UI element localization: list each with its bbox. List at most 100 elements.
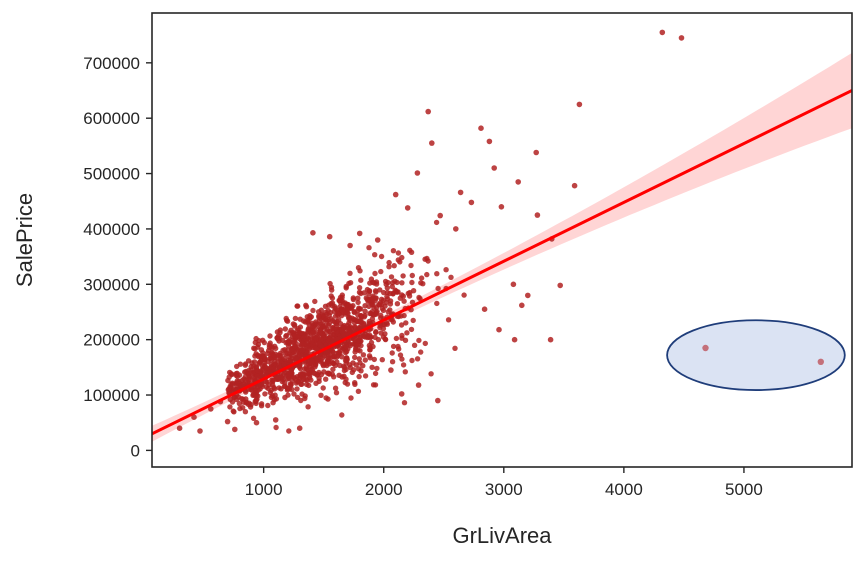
data-point	[370, 382, 377, 388]
y-tick-label: 700000	[83, 54, 140, 73]
data-point	[443, 267, 449, 273]
y-tick-label: 0	[131, 441, 140, 460]
data-point	[534, 212, 541, 218]
data-point	[379, 357, 385, 363]
data-point	[378, 296, 385, 302]
data-point	[337, 362, 343, 369]
data-point	[320, 323, 326, 329]
data-point	[424, 271, 430, 278]
data-point	[381, 289, 387, 296]
data-point	[352, 325, 358, 331]
y-tick-label: 600000	[83, 109, 140, 128]
data-point	[409, 279, 415, 286]
data-point	[329, 371, 335, 377]
data-point	[384, 285, 390, 291]
data-point	[533, 149, 539, 156]
data-point	[355, 388, 362, 394]
data-point	[344, 322, 351, 329]
data-point	[268, 361, 274, 368]
data-point	[402, 369, 408, 375]
x-axis-label: GrLivArea	[452, 523, 552, 548]
data-point	[468, 199, 475, 206]
data-point	[409, 357, 415, 364]
data-point	[390, 248, 397, 254]
data-point	[399, 280, 405, 286]
data-point	[369, 364, 375, 370]
data-point	[380, 307, 387, 314]
data-point	[256, 338, 262, 344]
data-point	[262, 355, 268, 362]
data-point	[294, 303, 300, 309]
data-point	[362, 373, 369, 379]
data-point	[511, 336, 518, 343]
data-point	[254, 373, 260, 380]
data-point	[255, 344, 261, 350]
data-point	[253, 419, 260, 426]
data-point	[237, 361, 244, 367]
data-point	[348, 395, 354, 401]
data-point	[404, 330, 410, 336]
data-point	[285, 392, 291, 398]
data-point	[325, 307, 331, 314]
data-point	[384, 289, 391, 296]
data-point	[409, 299, 416, 305]
data-point	[298, 330, 304, 336]
data-point	[410, 317, 416, 324]
data-point	[296, 364, 303, 370]
data-point	[243, 368, 249, 375]
y-tick-label: 500000	[83, 165, 140, 184]
data-point	[275, 336, 281, 342]
data-point	[372, 288, 379, 294]
data-point	[236, 400, 243, 407]
data-point	[401, 298, 407, 304]
data-point	[330, 353, 336, 360]
data-point	[401, 312, 407, 319]
data-point	[233, 396, 240, 403]
data-point	[233, 371, 239, 377]
data-point	[258, 403, 265, 409]
data-point	[227, 396, 233, 403]
data-point	[378, 253, 385, 260]
x-tick-label: 1000	[245, 480, 283, 499]
data-point	[265, 402, 271, 409]
data-point	[339, 307, 346, 314]
data-point	[208, 406, 214, 412]
y-tick-label: 200000	[83, 331, 140, 350]
data-point	[303, 302, 309, 308]
data-point	[391, 263, 397, 269]
data-point	[330, 360, 336, 366]
data-point	[316, 330, 323, 337]
data-point	[355, 308, 361, 314]
data-point	[250, 391, 257, 398]
data-point	[360, 352, 367, 358]
data-point	[337, 304, 343, 310]
data-point	[226, 374, 232, 380]
data-point	[357, 268, 363, 274]
data-point	[403, 320, 409, 326]
data-point	[272, 417, 279, 423]
data-point	[259, 381, 265, 388]
data-point	[394, 301, 401, 307]
data-point	[242, 409, 249, 415]
plot-frame	[151, 12, 853, 468]
data-point	[306, 325, 312, 331]
data-point	[400, 273, 406, 279]
data-point	[271, 397, 278, 403]
data-point	[366, 342, 373, 349]
data-point	[255, 368, 261, 374]
data-point	[258, 347, 265, 353]
data-point	[414, 170, 421, 176]
data-point	[342, 300, 348, 306]
data-point	[313, 355, 320, 361]
data-point	[389, 350, 395, 356]
data-point	[351, 367, 357, 373]
data-point	[305, 404, 311, 410]
data-point	[284, 318, 291, 324]
x-axis-ticks: 1000 2000 3000 4000 5000	[245, 467, 763, 499]
data-point	[281, 355, 288, 362]
regression-line	[152, 89, 852, 436]
data-point	[234, 380, 240, 386]
data-point	[385, 309, 391, 315]
annotation-group	[666, 319, 846, 391]
